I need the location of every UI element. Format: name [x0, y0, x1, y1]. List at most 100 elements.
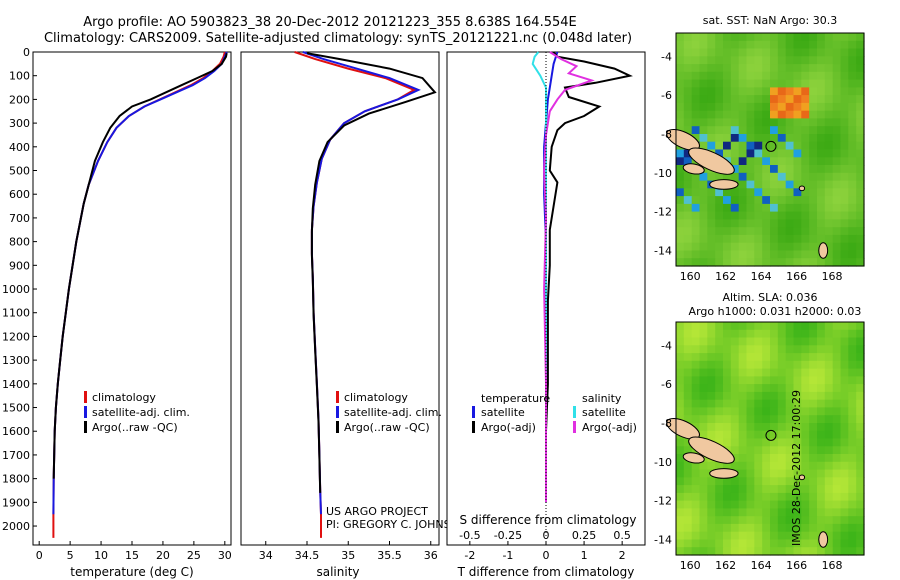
map-cell: [848, 118, 857, 127]
map-cell: [832, 508, 842, 517]
map-cell: [683, 95, 693, 104]
x-tick-label: 34: [259, 549, 273, 562]
map-cell: [738, 407, 748, 416]
map-cell: [856, 196, 865, 205]
map-cell: [793, 141, 802, 151]
map-cell: [691, 368, 701, 377]
x-tick-label: 30: [218, 549, 232, 562]
map-cell: [699, 337, 708, 346]
x-tick-label: -1: [502, 549, 513, 562]
map-cell: [801, 203, 810, 213]
map-cell: [683, 322, 693, 331]
map-cell: [738, 376, 748, 385]
map-cell: [809, 102, 818, 112]
map-cell: [723, 203, 732, 213]
map-cell: [817, 368, 826, 377]
map-cell: [746, 196, 755, 205]
map-cell: [793, 165, 802, 174]
map-cell: [676, 71, 685, 81]
map-cell: [676, 180, 685, 189]
map-cell: [824, 250, 834, 259]
map-cell: [738, 134, 748, 143]
map-cell: [832, 227, 842, 236]
map-cell: [840, 172, 849, 182]
map-cell: [824, 508, 834, 517]
map-cell: [770, 516, 779, 525]
map-cell: [793, 188, 802, 197]
map-cell: [754, 227, 763, 236]
map-cell: [691, 234, 701, 244]
map-cell: [715, 172, 724, 182]
map-cell: [824, 368, 834, 377]
map-cell: [856, 337, 865, 346]
map-cell: [801, 376, 810, 385]
map-cell: [809, 95, 818, 104]
map-cell: [707, 227, 716, 236]
map-cell: [762, 56, 771, 65]
map-y-tick-label: -6: [661, 378, 672, 391]
map-cell: [770, 407, 779, 416]
map-cell: [793, 87, 802, 96]
map-cell: [793, 33, 802, 42]
map-cell: [848, 95, 857, 104]
map-cell: [770, 126, 779, 135]
map-cell: [840, 56, 849, 65]
map-cell: [746, 415, 755, 424]
map-cell: [801, 539, 810, 548]
map-cell: [824, 157, 834, 166]
map-cell: [707, 141, 716, 151]
map-cell: [730, 423, 740, 432]
map-cell: [817, 399, 826, 409]
map-cell: [824, 64, 834, 73]
map-cell: [832, 477, 842, 486]
map-cell: [770, 391, 779, 401]
map-cell: [848, 157, 857, 166]
map-cell: [801, 79, 810, 88]
map-cell: [770, 33, 779, 42]
map-cell: [809, 33, 818, 42]
map-cell: [770, 211, 779, 220]
map-cell: [777, 345, 787, 354]
map-cell: [777, 234, 787, 244]
map-cell: [817, 454, 826, 463]
map-cell: [793, 430, 802, 440]
map-cell: [777, 258, 787, 267]
map-cell: [707, 87, 716, 96]
title-line2: Climatology: CARS2009. Satellite-adjuste…: [44, 31, 632, 46]
map-cell: [848, 250, 857, 259]
map-cell: [683, 56, 693, 65]
map-cell: [840, 64, 849, 73]
map-cell: [738, 250, 748, 259]
map-cell: [832, 33, 842, 42]
map-cell: [840, 430, 849, 440]
map-cell: [801, 48, 810, 57]
map-cell: [754, 391, 763, 401]
map-cell: [699, 508, 708, 517]
map-cell: [699, 141, 708, 151]
map-cell: [785, 102, 795, 112]
map-cell: [856, 415, 865, 424]
map-cell: [754, 219, 763, 228]
map-cell: [723, 95, 732, 104]
map-cell: [824, 102, 834, 112]
map-cell: [730, 33, 740, 42]
map-cell: [738, 196, 748, 205]
map-cell: [762, 95, 771, 104]
map-cell: [676, 165, 685, 174]
s-tick-label: -0.5: [459, 529, 480, 542]
map-cell: [738, 110, 748, 120]
map-cell: [801, 149, 810, 158]
map-cell: [746, 157, 755, 166]
map-cell: [754, 71, 763, 81]
map-cell: [785, 376, 795, 385]
map-cell: [691, 399, 701, 409]
map-cell: [715, 407, 724, 416]
map-cell: [785, 523, 795, 533]
map-cell: [832, 250, 842, 259]
map-cell: [691, 376, 701, 385]
map-cell: [746, 211, 755, 220]
map-cell: [848, 33, 857, 42]
island: [666, 418, 701, 440]
map-cell: [699, 345, 708, 354]
map-cell: [676, 211, 685, 220]
